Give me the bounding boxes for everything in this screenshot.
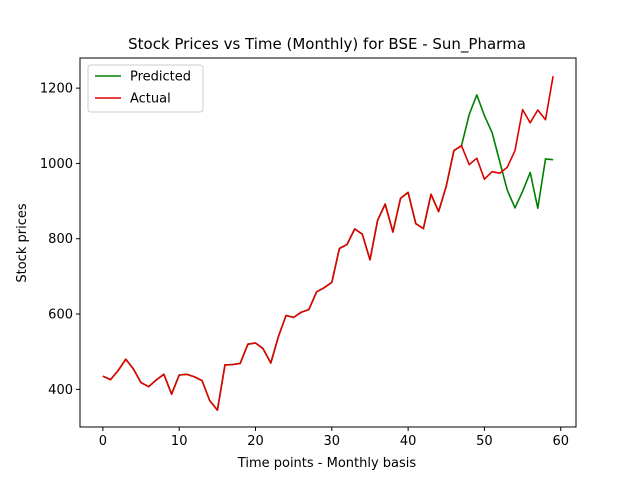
x-tick-label: 50 xyxy=(476,434,493,449)
chart-title: Stock Prices vs Time (Monthly) for BSE -… xyxy=(128,35,526,54)
x-axis-label: Time points - Monthly basis xyxy=(237,456,417,471)
y-tick-label: 600 xyxy=(48,308,73,323)
x-tick-label: 0 xyxy=(99,434,107,449)
x-tick-label: 60 xyxy=(552,434,569,449)
x-tick-label: 40 xyxy=(400,434,417,449)
series-line-predicted xyxy=(102,94,554,411)
legend-label-actual: Actual xyxy=(130,92,171,107)
y-tick-label: 1000 xyxy=(40,157,73,172)
plot-area xyxy=(102,75,554,411)
legend-label-predicted: Predicted xyxy=(130,70,191,85)
y-tick-label: 800 xyxy=(48,232,73,247)
series-line-actual xyxy=(102,75,554,411)
plot-frame xyxy=(79,57,577,428)
y-tick-label: 1200 xyxy=(40,82,73,97)
x-tick-label: 20 xyxy=(247,434,264,449)
y-axis-label: Stock prices xyxy=(15,203,30,282)
axes: 0 10 20 30 40 50 60 400 600 800 1000 1200 xyxy=(40,57,577,449)
y-tick-label: 400 xyxy=(48,383,73,398)
x-tick-label: 30 xyxy=(324,434,341,449)
x-tick-label: 10 xyxy=(171,434,188,449)
legend: Predicted Actual xyxy=(87,64,204,113)
